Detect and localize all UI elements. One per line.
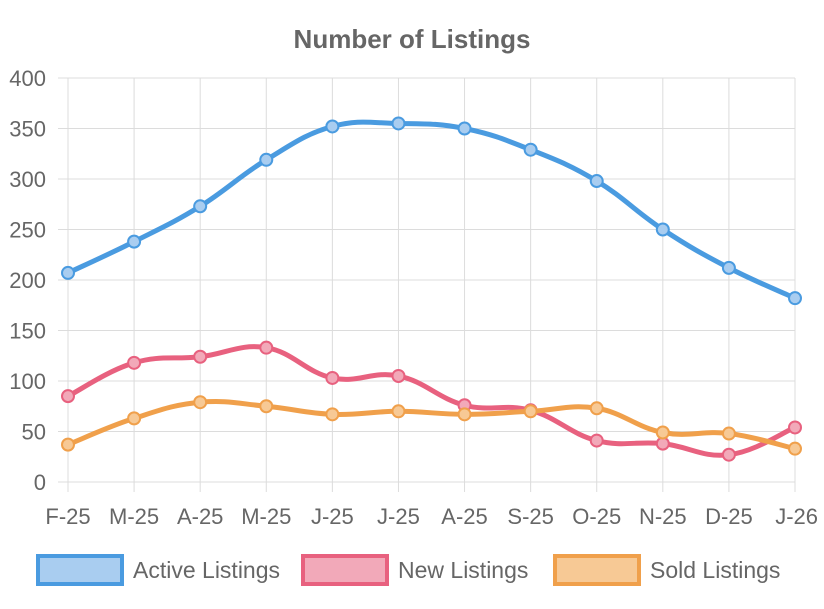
legend-item-sold-listings[interactable]: Sold Listings — [553, 554, 780, 586]
data-point — [61, 437, 75, 452]
series-group — [61, 116, 802, 462]
legend-swatch — [301, 554, 389, 586]
legend-item-active-listings[interactable]: Active Listings — [36, 554, 280, 586]
y-tick-label: 200 — [9, 268, 46, 293]
data-point — [523, 142, 538, 157]
series-sold-listings — [61, 395, 802, 456]
data-point — [721, 447, 736, 462]
legend-swatch — [553, 554, 641, 586]
data-point — [589, 174, 604, 189]
data-point — [788, 441, 802, 456]
x-tick-label: J-25 — [311, 504, 354, 529]
data-point — [391, 116, 406, 131]
x-tick-label: O-25 — [572, 504, 621, 529]
legend-item-new-listings[interactable]: New Listings — [301, 554, 528, 586]
data-point — [259, 152, 274, 167]
data-point — [325, 119, 340, 134]
x-tick-label: N-25 — [639, 504, 687, 529]
y-axis-ticks: 0 50 100 150 200 250 300 350 400 — [9, 66, 46, 495]
data-point — [589, 401, 604, 416]
data-point — [325, 407, 340, 422]
y-tick-label: 400 — [9, 66, 46, 91]
y-tick-label: 150 — [9, 319, 46, 344]
x-tick-label: D-25 — [705, 504, 753, 529]
data-point — [61, 389, 75, 404]
data-point — [193, 199, 208, 214]
grid — [58, 77, 796, 492]
x-tick-label: A-25 — [441, 504, 487, 529]
legend-label: New Listings — [398, 557, 528, 583]
data-point — [721, 426, 736, 441]
series-line — [67, 398, 796, 452]
y-tick-label: 250 — [9, 218, 46, 243]
data-point — [259, 340, 274, 355]
y-tick-label: 350 — [9, 117, 46, 142]
y-tick-label: 0 — [34, 470, 46, 495]
data-point — [391, 404, 406, 419]
x-tick-label: J-25 — [377, 504, 420, 529]
x-tick-label: M-25 — [109, 504, 159, 529]
data-point — [259, 399, 274, 414]
legend-swatch — [36, 554, 124, 586]
data-point — [325, 370, 340, 385]
data-point — [127, 411, 142, 426]
data-point — [721, 260, 736, 275]
series-line — [66, 344, 797, 458]
chart-title: Number of Listings — [294, 24, 531, 54]
x-tick-label: A-25 — [177, 504, 223, 529]
legend-label: Active Listings — [133, 557, 280, 583]
series-line — [66, 119, 797, 301]
series-active-listings — [61, 116, 802, 306]
x-tick-label: F-25 — [45, 504, 90, 529]
x-tick-label: J-26 — [775, 504, 818, 529]
data-point — [127, 355, 142, 370]
data-point — [193, 349, 208, 364]
data-point — [589, 433, 604, 448]
data-point — [523, 404, 538, 419]
data-point — [127, 234, 142, 249]
x-tick-label: M-25 — [241, 504, 291, 529]
legend-label: Sold Listings — [650, 557, 780, 583]
data-point — [193, 395, 208, 410]
legend: Active Listings New Listings Sold Listings — [36, 554, 780, 586]
data-point — [61, 265, 75, 280]
data-point — [788, 420, 802, 435]
series-new-listings — [61, 340, 802, 462]
data-point — [391, 368, 406, 383]
x-tick-label: S-25 — [507, 504, 553, 529]
y-tick-label: 50 — [22, 420, 46, 445]
data-point — [457, 407, 472, 422]
x-axis-ticks: F-25 M-25 A-25 M-25 J-25 J-25 A-25 S-25 O-25 N-25… — [45, 504, 818, 529]
data-point — [655, 425, 670, 440]
y-tick-label: 100 — [9, 369, 46, 394]
data-point — [457, 121, 472, 136]
data-point — [788, 291, 802, 306]
y-tick-label: 300 — [9, 167, 46, 192]
data-point — [655, 222, 670, 237]
